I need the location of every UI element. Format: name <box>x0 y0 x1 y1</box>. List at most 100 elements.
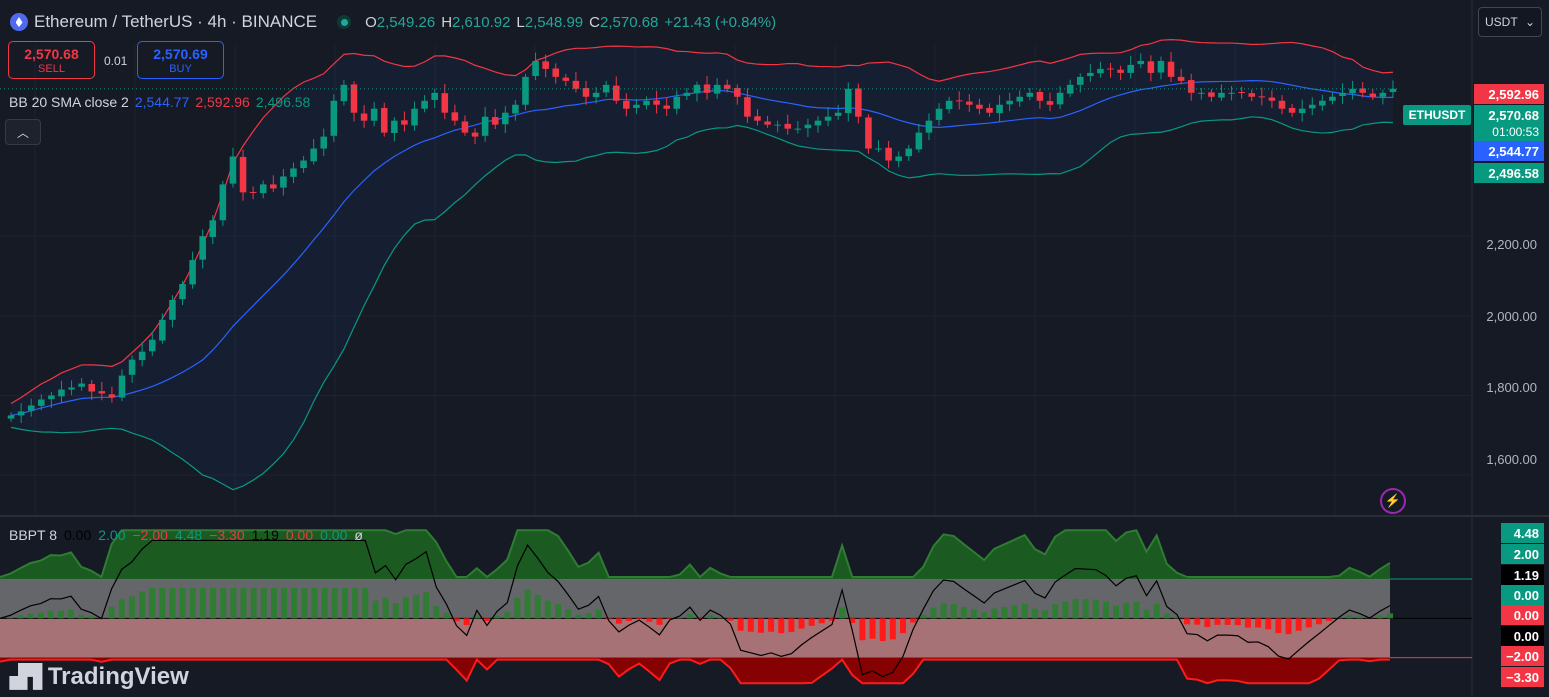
lightning-icon[interactable]: ⚡ <box>1380 488 1406 514</box>
candle-body <box>774 124 781 126</box>
candle-body <box>935 108 943 120</box>
candle-body <box>1076 76 1084 85</box>
candle <box>481 107 489 142</box>
tradingview-logo[interactable]: ▟▜ TradingView <box>10 663 189 691</box>
osc-histogram-bar <box>1224 618 1231 625</box>
indicator-value: 1.19 <box>251 527 279 543</box>
candle-body <box>855 88 862 117</box>
bollinger-legend[interactable]: BB 20 SMA close 2 2,544.77 2,592.96 2,49… <box>9 94 310 110</box>
candle <box>38 394 45 411</box>
sell-button[interactable]: 2,570.68 SELL <box>8 41 95 79</box>
osc-histogram-bar <box>240 588 247 619</box>
candle <box>542 54 549 78</box>
last-price: 2,570.68 <box>1488 108 1539 123</box>
buy-button[interactable]: 2,570.69 BUY <box>137 41 224 79</box>
candle-body <box>391 120 398 134</box>
candle <box>643 96 650 110</box>
candle-body <box>1198 92 1205 94</box>
candle-body <box>623 100 630 109</box>
candle <box>935 103 943 126</box>
candle <box>875 140 882 153</box>
osc-histogram-bar <box>676 617 683 619</box>
candle-body <box>1349 88 1356 94</box>
candle <box>98 381 106 401</box>
candle-body <box>1389 88 1397 92</box>
candle-body <box>885 147 892 161</box>
osc-histogram-bar <box>169 588 176 619</box>
osc-histogram-bar <box>1011 605 1018 619</box>
osc-histogram-bar <box>88 616 95 619</box>
osc-histogram-bar <box>859 618 866 641</box>
low-value: 2,548.99 <box>524 13 584 31</box>
bb-basis-line <box>10 80 1393 417</box>
candle-body <box>1097 68 1104 74</box>
candle-body <box>663 105 670 109</box>
price-tick: 2,200.00 <box>1486 237 1537 252</box>
candle-body <box>502 112 509 125</box>
open-value: 2,549.26 <box>376 13 436 31</box>
candle-body <box>1087 72 1094 77</box>
osc-histogram-bar <box>250 588 257 619</box>
osc-histogram-bar <box>534 594 541 619</box>
candle-body <box>1268 97 1276 101</box>
candle-body <box>572 80 580 89</box>
indicator-legend[interactable]: BBPT 8 0.00 2.00 −2.00 4.48 −3.30 1.19 0… <box>9 527 363 543</box>
osc-histogram-bar <box>1275 618 1282 634</box>
last-price-tag: 2,570.68 01:00:53 <box>1474 105 1544 143</box>
candle <box>300 156 307 173</box>
symbol-title[interactable]: Ethereum / TetherUS · 4h · BINANCE <box>34 12 318 31</box>
candle <box>1349 80 1356 100</box>
candle-body <box>491 117 499 125</box>
osc-histogram-bar <box>108 606 115 619</box>
candle <box>340 80 348 106</box>
candle <box>623 93 630 117</box>
candle-body <box>784 123 792 129</box>
osc-histogram-bar <box>899 618 906 634</box>
candle <box>249 186 257 200</box>
candle-body <box>1006 100 1013 105</box>
symbol-tag: ETHUSDT <box>1403 105 1471 125</box>
candle <box>663 97 670 116</box>
candle-body <box>966 101 973 105</box>
candle <box>966 93 973 112</box>
sell-price: 2,570.68 <box>24 46 79 62</box>
osc-histogram-bar <box>362 588 369 619</box>
candle <box>138 342 146 367</box>
osc-histogram-bar <box>301 588 308 619</box>
osc-upper-zone <box>0 579 1390 619</box>
candle-body <box>1278 100 1286 109</box>
candle-body <box>512 104 519 114</box>
osc-histogram-bar <box>1001 606 1008 619</box>
osc-histogram-bar <box>1234 618 1241 626</box>
osc-histogram-bar <box>331 588 338 619</box>
candle-body <box>1379 92 1387 97</box>
candle <box>88 379 96 400</box>
candle <box>502 106 509 134</box>
currency-select[interactable]: USDT ⌄ <box>1478 7 1542 37</box>
candle <box>905 144 913 161</box>
osc-histogram-bar <box>1244 618 1251 628</box>
osc-upper-envelope-line <box>0 529 1391 579</box>
candle <box>855 83 862 124</box>
candle <box>1006 92 1013 112</box>
candle-body <box>270 184 277 189</box>
candle <box>1026 88 1034 101</box>
candle-body <box>723 84 731 89</box>
price-tick: 1,600.00 <box>1486 452 1537 467</box>
buy-label: BUY <box>169 63 192 75</box>
candle <box>784 114 792 135</box>
candle-body <box>380 107 388 133</box>
osc-zero-tag: 0.00 <box>1501 626 1544 646</box>
osc-histogram-bar <box>423 592 430 619</box>
candle-body <box>1127 64 1134 73</box>
collapse-legend-button[interactable]: ︿ <box>5 119 41 145</box>
candle-body <box>148 339 156 352</box>
indicator-value: ø <box>354 527 363 543</box>
candle <box>734 84 741 105</box>
osc-histogram-bar <box>402 597 409 619</box>
candle-body <box>1308 104 1316 109</box>
candle <box>612 76 620 104</box>
candle <box>1278 95 1286 115</box>
osc-lower-envelope <box>0 657 1390 684</box>
